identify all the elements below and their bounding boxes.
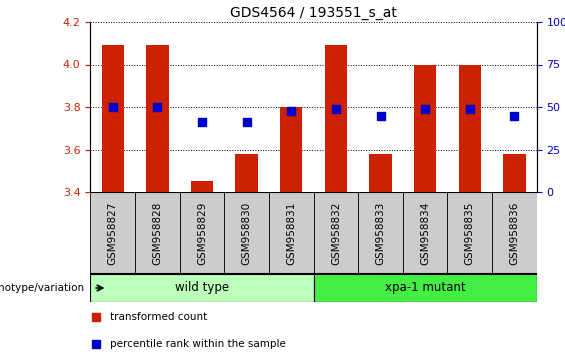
Bar [325,45,347,192]
Text: GSM958834: GSM958834 [420,201,430,265]
Point [242,119,251,125]
Bar [280,107,302,192]
Text: genotype/variation: genotype/variation [0,283,85,293]
Text: GSM958832: GSM958832 [331,201,341,265]
Bar [102,45,124,192]
Bar [459,64,481,192]
Bar [224,192,269,274]
Point [376,113,385,118]
Bar [146,45,168,192]
Bar [358,192,403,274]
Text: GSM958835: GSM958835 [465,201,475,265]
Text: percentile rank within the sample: percentile rank within the sample [110,338,286,349]
Text: GSM958831: GSM958831 [286,201,296,265]
Bar [180,192,224,274]
Bar [90,192,135,274]
Point [153,104,162,110]
Bar [236,154,258,192]
Bar [314,274,537,302]
Text: GSM958836: GSM958836 [510,201,519,265]
Bar [370,154,392,192]
Text: GSM958829: GSM958829 [197,201,207,265]
Point [92,314,101,319]
Point [92,341,101,347]
Text: xpa-1 mutant: xpa-1 mutant [385,281,466,295]
Point [331,106,340,112]
Bar [191,181,213,192]
Bar [90,274,314,302]
Text: GSM958830: GSM958830 [242,201,251,265]
Bar [447,192,492,274]
Point [198,119,207,125]
Point [420,106,430,112]
Bar [492,192,537,274]
Point [108,104,118,110]
Bar [414,64,436,192]
Text: GSM958827: GSM958827 [108,201,118,265]
Bar [314,192,358,274]
Text: GSM958833: GSM958833 [376,201,385,265]
Bar [503,154,525,192]
Bar [269,192,314,274]
Point [466,106,475,112]
Text: wild type: wild type [175,281,229,295]
Bar [135,192,180,274]
Bar [403,192,447,274]
Point [510,113,519,118]
Point [287,108,296,114]
Text: GSM958828: GSM958828 [153,201,162,265]
Title: GDS4564 / 193551_s_at: GDS4564 / 193551_s_at [230,6,397,19]
Text: transformed count: transformed count [110,312,207,321]
